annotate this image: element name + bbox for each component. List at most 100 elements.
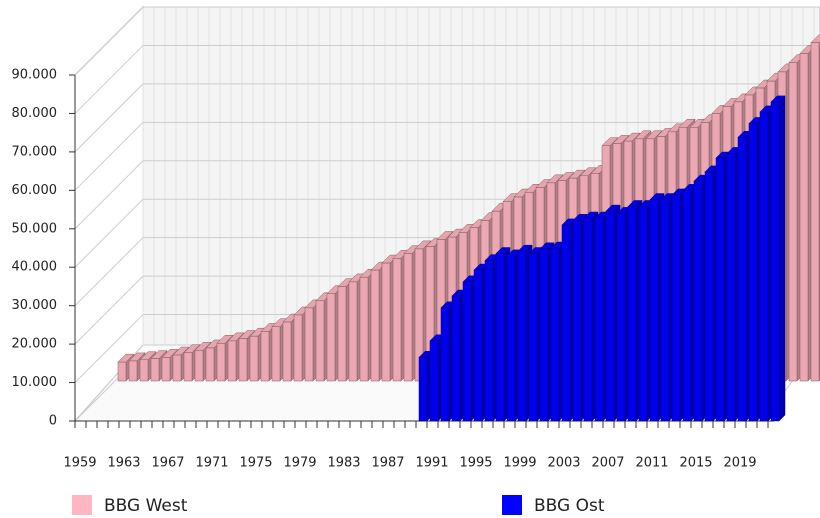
bar	[260, 331, 270, 382]
bar	[638, 206, 648, 422]
bar	[403, 253, 413, 382]
bar	[788, 62, 798, 382]
bar	[627, 206, 637, 422]
bar	[117, 361, 127, 382]
bar	[528, 253, 538, 422]
bar	[726, 153, 736, 422]
bar	[271, 326, 281, 382]
legend-swatch	[502, 495, 522, 515]
x-tick-label: 1983	[327, 456, 360, 471]
bar	[561, 224, 571, 422]
bar	[462, 281, 472, 422]
bar	[495, 253, 505, 422]
bar	[704, 171, 714, 422]
legend-label: BBG Ost	[534, 496, 605, 516]
bar	[715, 157, 725, 422]
grid-line	[74, 45, 144, 114]
y-tick-label: 20.000	[12, 337, 58, 352]
bar	[139, 359, 149, 382]
bar	[418, 357, 428, 422]
bar	[429, 340, 439, 422]
bar	[183, 352, 193, 382]
bar	[216, 343, 226, 382]
y-tick-label: 0	[49, 414, 57, 429]
y-tick-label: 80.000	[12, 106, 58, 121]
y-tick-label: 30.000	[12, 298, 58, 313]
grid-line	[74, 275, 144, 345]
bar	[770, 101, 780, 422]
bar	[440, 307, 450, 422]
bar	[810, 42, 820, 382]
grid-line	[74, 83, 144, 153]
bar	[550, 247, 560, 422]
bar	[205, 347, 215, 382]
x-tick-label: 1959	[63, 456, 96, 471]
bar	[737, 137, 747, 422]
bar	[238, 338, 248, 382]
bar	[616, 213, 626, 422]
bar	[583, 217, 593, 422]
x-tick-label: 2015	[679, 456, 712, 471]
y-tick-label: 40.000	[12, 260, 58, 275]
bar	[799, 53, 809, 382]
bar	[473, 269, 483, 422]
bar	[759, 111, 769, 422]
bar	[249, 335, 259, 382]
bar	[682, 190, 692, 422]
legend-swatch	[72, 495, 92, 515]
bar	[605, 210, 615, 422]
legend-label: BBG West	[104, 496, 188, 516]
bar	[348, 281, 358, 382]
y-tick-label: 50.000	[12, 221, 58, 236]
bar	[381, 262, 391, 382]
bar	[128, 360, 138, 382]
bar	[572, 220, 582, 422]
grid-line	[74, 160, 144, 230]
bar	[194, 350, 204, 382]
bar	[517, 250, 527, 422]
bar	[693, 180, 703, 422]
bar	[370, 269, 380, 382]
bar-side	[778, 95, 786, 422]
x-tick-label: 1971	[195, 456, 228, 471]
bar	[506, 255, 516, 422]
grid-line	[74, 314, 144, 383]
bar	[337, 286, 347, 382]
bar	[671, 194, 681, 422]
grid-line	[74, 237, 144, 307]
bar	[161, 357, 171, 382]
bar	[304, 307, 314, 382]
bar	[326, 293, 336, 382]
x-tick-label: 1999	[503, 456, 536, 471]
y-tick-label: 90.000	[12, 68, 58, 83]
bar	[227, 340, 237, 382]
x-tick-label: 1963	[107, 456, 140, 471]
bar	[484, 260, 494, 422]
grid-line	[74, 121, 144, 191]
bar	[451, 295, 461, 422]
bar	[150, 358, 160, 382]
bar	[293, 314, 303, 382]
bar	[172, 354, 182, 382]
y-tick-label: 70.000	[12, 144, 58, 159]
y-tick-label: 10.000	[12, 375, 58, 390]
x-tick-label: 2019	[723, 456, 756, 471]
x-tick-label: 2011	[635, 456, 668, 471]
x-tick-label: 1995	[459, 456, 492, 471]
x-tick-label: 1987	[371, 456, 404, 471]
x-tick-label: 1975	[239, 456, 272, 471]
bar	[748, 123, 758, 422]
grid-line	[74, 198, 144, 268]
x-tick-label: 1979	[283, 456, 316, 471]
bar	[359, 276, 369, 382]
bar	[649, 199, 659, 422]
bar	[660, 199, 670, 422]
x-tick-label: 2003	[547, 456, 580, 471]
bar	[315, 300, 325, 382]
x-tick-label: 1991	[415, 456, 448, 471]
bar	[594, 217, 604, 422]
bar	[392, 258, 402, 382]
y-tick-label: 60.000	[12, 183, 58, 198]
x-tick-label: 1967	[151, 456, 184, 471]
